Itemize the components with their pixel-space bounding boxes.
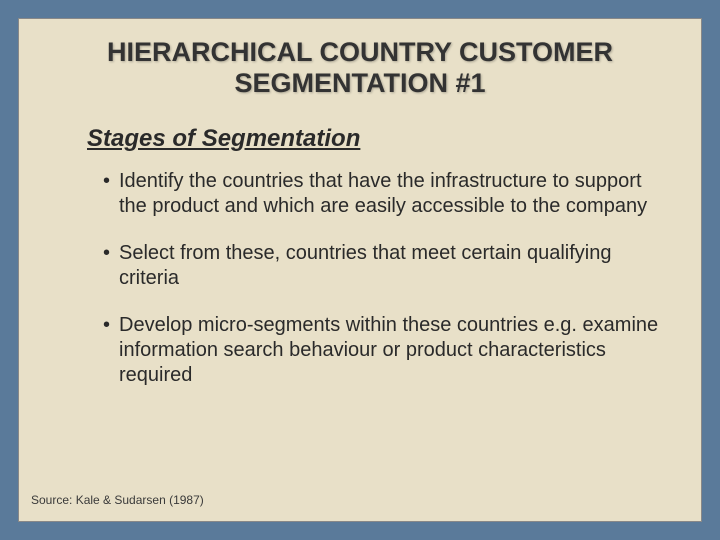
list-item: Select from these, countries that meet c… xyxy=(103,241,659,291)
bullet-list: Identify the countries that have the inf… xyxy=(103,169,659,388)
content-panel: HIERARCHICAL COUNTRY CUSTOMER SEGMENTATI… xyxy=(18,18,702,522)
source-citation: Source: Kale & Sudarsen (1987) xyxy=(31,493,204,507)
slide-subtitle: Stages of Segmentation xyxy=(87,125,679,153)
list-item: Develop micro-segments within these coun… xyxy=(103,313,659,388)
list-item: Identify the countries that have the inf… xyxy=(103,169,659,219)
slide-title: HIERARCHICAL COUNTRY CUSTOMER SEGMENTATI… xyxy=(81,37,639,99)
slide-container: HIERARCHICAL COUNTRY CUSTOMER SEGMENTATI… xyxy=(0,0,720,540)
